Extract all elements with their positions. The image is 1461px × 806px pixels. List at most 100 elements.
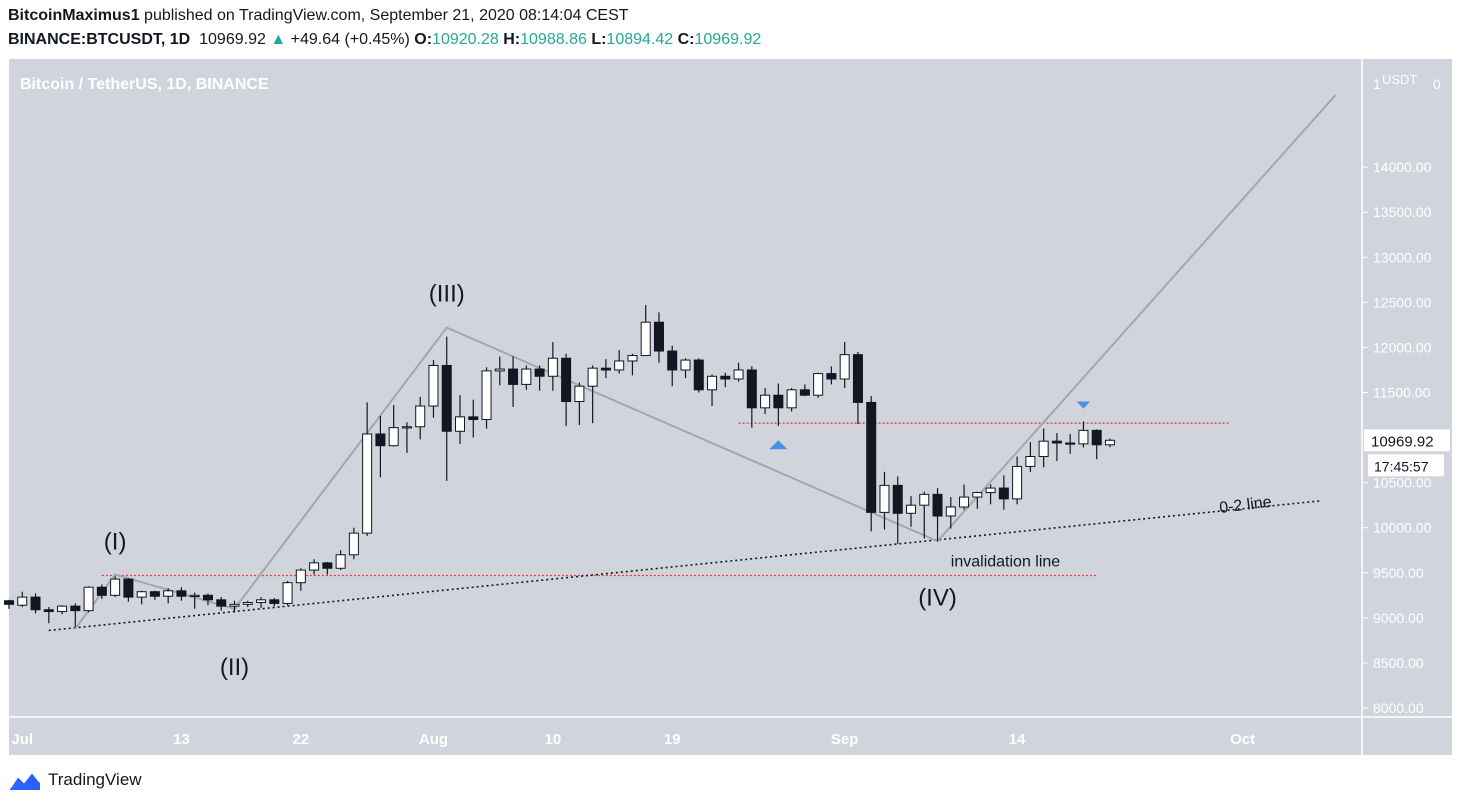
y-tick-label: 11500.00: [1373, 385, 1431, 401]
candle: [388, 405, 399, 447]
last-price-label: 10969.92: [1371, 433, 1434, 450]
candle-body: [653, 321, 664, 352]
candle-body: [534, 368, 545, 377]
candle: [43, 607, 54, 624]
y-tick-label: 10000.00: [1373, 520, 1432, 536]
candle: [852, 351, 863, 425]
candle: [454, 395, 466, 444]
candle-body: [998, 487, 1009, 500]
candle: [335, 550, 346, 571]
candle-body: [309, 562, 320, 571]
candle-body: [640, 321, 651, 357]
candle-body: [494, 368, 505, 372]
candle: [30, 593, 41, 614]
candle-body: [786, 389, 797, 409]
candle-body: [70, 605, 81, 612]
axis-currency-label: USDT: [1382, 72, 1417, 87]
candle-body: [348, 532, 359, 556]
down-marker-icon: [1076, 401, 1091, 409]
candle: [415, 397, 426, 440]
published-text: published on TradingView.com, September …: [144, 7, 629, 24]
candle: [1078, 421, 1089, 448]
candle-body: [773, 394, 784, 409]
candle: [534, 365, 545, 391]
candle-body: [1025, 456, 1036, 467]
candle: [57, 605, 68, 615]
candle: [985, 484, 996, 505]
candle: [547, 342, 558, 391]
candle: [839, 342, 850, 388]
candle-body: [919, 493, 930, 506]
candle: [309, 559, 320, 575]
candle-body: [959, 496, 970, 508]
candle: [494, 356, 505, 386]
red-line-label: invalidation line: [951, 553, 1061, 570]
candle-body: [269, 599, 280, 604]
candle-body: [229, 603, 240, 607]
candle: [96, 584, 107, 599]
candle-body: [521, 368, 532, 385]
elliott-wave-path: [74, 94, 1337, 630]
candle: [110, 576, 121, 598]
symbol-text: BINANCE:BTCUSDT, 1D: [8, 31, 191, 48]
countdown-label: 17:45:57: [1374, 458, 1429, 474]
candle: [707, 374, 718, 407]
candle-body: [733, 369, 744, 380]
plot-area: [9, 59, 1362, 717]
candle: [919, 491, 930, 539]
candle: [959, 484, 970, 510]
candle: [720, 372, 731, 388]
candle-body: [508, 368, 519, 385]
candle-body: [972, 492, 983, 498]
candle: [136, 590, 147, 605]
candle-body: [401, 426, 412, 429]
candle-body: [1012, 465, 1023, 500]
candle: [640, 305, 651, 357]
candle: [348, 527, 359, 560]
y-tick-label: 8000.00: [1373, 700, 1424, 716]
candle-body: [163, 590, 174, 597]
candle-body: [1104, 439, 1115, 446]
wave-label: (IV): [918, 584, 957, 611]
y-tick-label: 14000.00: [1373, 159, 1432, 175]
y-tick-label: 9000.00: [1373, 610, 1424, 626]
candle: [481, 367, 492, 429]
tradingview-logo[interactable]: TradingView: [8, 768, 142, 792]
x-tick-label: 13: [173, 731, 190, 748]
candle-body: [415, 405, 426, 428]
low-value: 10894.42: [606, 31, 674, 48]
candle-body: [110, 578, 121, 596]
candle: [680, 358, 691, 379]
candle: [561, 353, 572, 426]
candle: [202, 593, 213, 606]
candle: [667, 345, 678, 387]
candle-body: [375, 433, 386, 447]
candle: [972, 491, 983, 509]
wave-label: (I): [104, 528, 127, 555]
candle: [216, 597, 227, 611]
candle: [428, 360, 439, 418]
candle: [932, 488, 943, 542]
candle-body: [693, 359, 704, 391]
candle: [945, 497, 956, 529]
candle: [3, 599, 15, 609]
up-marker-icon: [769, 440, 788, 450]
candle: [229, 600, 240, 613]
axis-top-label: 1: [1373, 76, 1381, 92]
candle: [242, 600, 253, 608]
candle: [256, 597, 267, 608]
candle-body: [123, 578, 134, 598]
candle-body: [1051, 440, 1062, 444]
candle-body: [17, 596, 28, 606]
candle-body: [799, 389, 810, 396]
candle-body: [945, 506, 956, 517]
candle-body: [813, 373, 824, 396]
low-label: L:: [591, 31, 607, 48]
candle: [282, 580, 293, 606]
price-axis: [1362, 59, 1452, 717]
author-name[interactable]: BitcoinMaximus1: [8, 7, 140, 24]
candle-body: [388, 427, 399, 447]
candle-body: [256, 599, 267, 604]
candle-body: [295, 569, 306, 584]
